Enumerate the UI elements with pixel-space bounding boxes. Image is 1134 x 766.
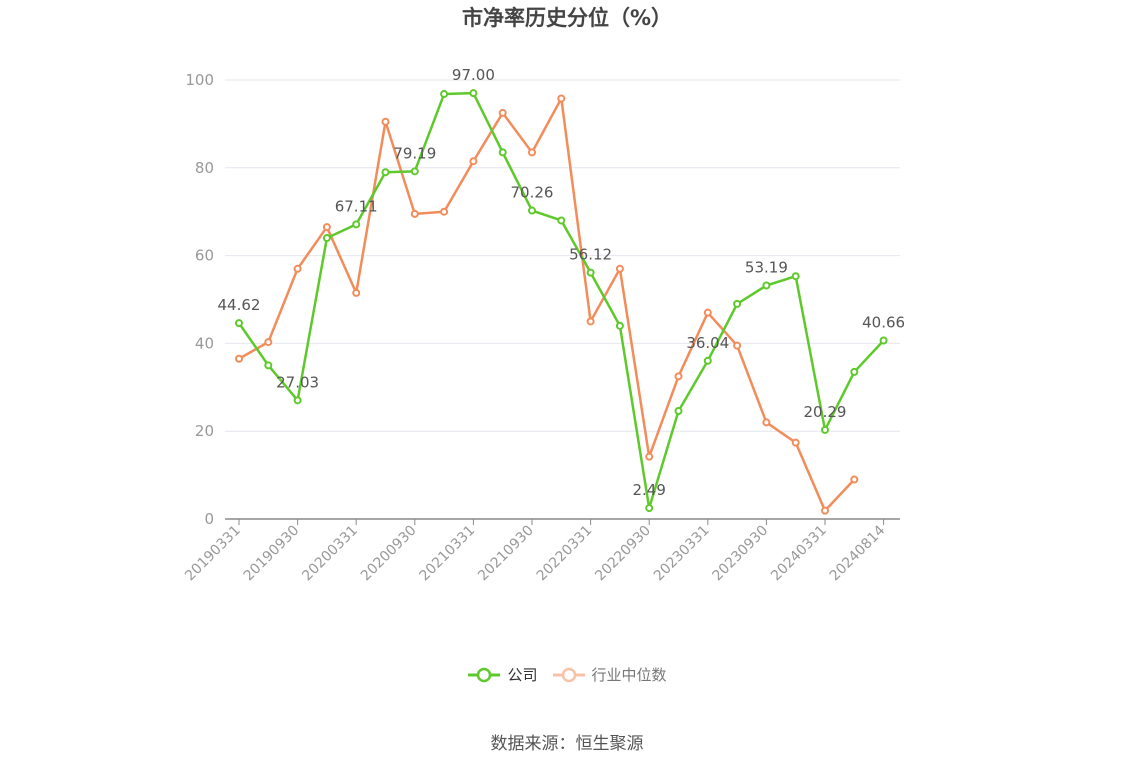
y-tick-label: 40 [195, 334, 214, 352]
data-point-company [440, 90, 449, 99]
data-point-company [850, 367, 859, 376]
x-tick-label: 20240331 [768, 523, 830, 585]
data-point-industry [293, 264, 302, 273]
data-point-company [322, 234, 331, 243]
data-label: 67.11 [335, 197, 378, 215]
legend-label-company: 公司 [507, 666, 538, 684]
data-point-industry [586, 317, 595, 326]
y-tick-label: 0 [204, 510, 214, 528]
data-label: 97.00 [452, 66, 495, 84]
data-label: 53.19 [745, 258, 788, 276]
data-point-industry [821, 506, 829, 515]
data-point-company [615, 321, 624, 330]
data-label: 70.26 [511, 184, 554, 202]
data-point-industry [674, 372, 683, 381]
data-point-company [264, 361, 273, 370]
x-tick-label: 20210930 [475, 523, 537, 585]
data-point-industry [352, 288, 361, 297]
y-tick-label: 80 [195, 159, 214, 177]
x-tick-label: 20190930 [241, 523, 303, 585]
data-point-company [293, 396, 302, 405]
data-point-industry [410, 209, 419, 218]
data-point-company [528, 206, 536, 215]
data-point-company [674, 407, 683, 416]
x-tick-label: 20190331 [182, 523, 244, 585]
data-label: 79.19 [393, 144, 436, 162]
x-tick-label: 20210331 [417, 523, 479, 585]
y-tick-label: 60 [195, 247, 214, 265]
data-point-industry [850, 475, 859, 484]
data-label: 44.62 [218, 296, 261, 314]
data-point-company [762, 281, 771, 290]
data-point-company [703, 356, 712, 365]
data-point-company [821, 425, 829, 434]
data-point-industry [733, 341, 742, 350]
data-label: 27.03 [276, 373, 319, 391]
legend-item-industry[interactable]: 行业中位数 [552, 664, 667, 685]
data-point-company [381, 168, 390, 177]
x-tick-label: 20220331 [534, 523, 596, 585]
data-point-industry [528, 148, 536, 157]
data-point-company [352, 220, 361, 229]
data-label: 36.04 [686, 334, 729, 352]
series-line-company [237, 91, 885, 510]
data-point-company [557, 216, 566, 225]
legend-label-industry: 行业中位数 [591, 666, 667, 684]
data-point-industry [469, 157, 478, 166]
data-point-company [498, 148, 507, 157]
data-label: 20.29 [804, 403, 847, 421]
y-tick-label: 20 [195, 422, 214, 440]
x-tick-label: 20200331 [299, 523, 361, 585]
x-tick-label: 20200930 [358, 523, 420, 585]
legend: 公司 行业中位数 [0, 664, 1134, 685]
data-label: 40.66 [862, 314, 905, 332]
data-point-company [733, 299, 742, 308]
chart-title: 市净率历史分位（%） [461, 6, 673, 30]
data-point-company [586, 268, 595, 277]
data-point-company [469, 89, 478, 98]
data-label: 2.49 [632, 481, 665, 499]
data-point-industry [498, 108, 507, 117]
y-tick-label: 100 [185, 71, 214, 89]
data-source: 数据来源：恒生聚源 [490, 734, 644, 754]
data-point-industry [381, 117, 390, 126]
data-point-company [879, 336, 888, 345]
data-point-industry [557, 94, 566, 103]
data-point-industry [440, 207, 449, 216]
legend-item-company[interactable]: 公司 [467, 664, 538, 685]
data-point-industry [703, 308, 712, 317]
data-point-industry [615, 264, 624, 273]
data-point-company [791, 272, 800, 281]
data-point-industry [791, 438, 800, 447]
series-line-industry [238, 97, 856, 512]
x-tick-label: 20240814 [827, 522, 889, 584]
data-point-industry [264, 338, 273, 347]
legend-company-symbol-icon [468, 667, 501, 682]
data-point-industry [645, 452, 654, 461]
data-point-company [645, 504, 654, 513]
x-tick-label: 20230331 [651, 523, 713, 585]
data-point-industry [235, 354, 243, 363]
data-point-company [235, 319, 243, 328]
x-tick-label: 20220930 [592, 523, 654, 585]
data-point-industry [762, 418, 771, 427]
data-point-company [410, 167, 419, 176]
data-label: 56.12 [569, 246, 612, 264]
chart-plot: 0 20 40 60 80 100 2019033120190930202003312020… [182, 66, 905, 585]
x-tick-label: 20230930 [710, 523, 772, 585]
data-point-industry [322, 223, 331, 232]
legend-industry-symbol-icon [552, 667, 585, 682]
